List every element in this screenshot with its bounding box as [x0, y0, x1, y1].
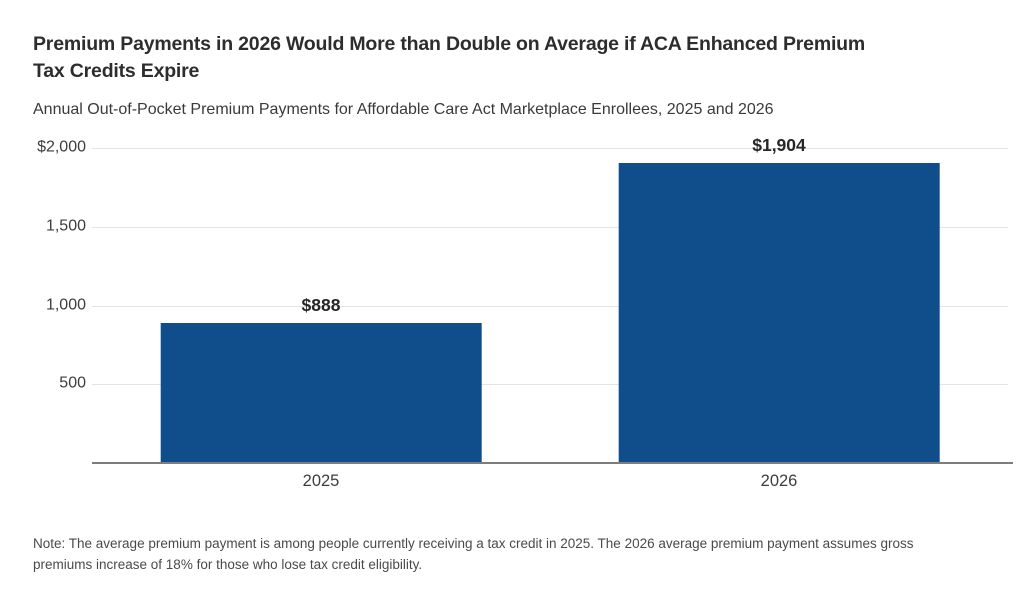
- chart-subtitle: Annual Out-of-Pocket Premium Payments fo…: [33, 101, 774, 118]
- x-axis-labels: 2025 2026: [92, 472, 1008, 491]
- x-axis-line: [92, 462, 1013, 464]
- bar-2026: [618, 163, 940, 463]
- bar-value-label-2025: $888: [301, 295, 341, 316]
- x-tick-label-2026: 2026: [760, 472, 798, 490]
- y-tick-label: 1,000: [45, 296, 86, 314]
- y-tick-label: 1,500: [45, 217, 86, 235]
- x-tick-label-2025: 2025: [302, 472, 340, 490]
- chart-note-line-1: Note: The average premium payment is amo…: [33, 536, 914, 551]
- chart-title-line-1: Premium Payments in 2026 Would More than…: [33, 33, 866, 55]
- chart-note: Note: The average premium payment is amo…: [33, 533, 913, 575]
- chart-title: Premium Payments in 2026 Would More than…: [33, 31, 865, 85]
- bar-value-label-2026: $1,904: [752, 135, 806, 156]
- gridline: [92, 305, 1008, 307]
- y-axis-labels: $2,000 1,500 1,000 500: [0, 139, 86, 463]
- gridline: [92, 384, 1008, 386]
- bar-slot-2025: $888: [92, 148, 550, 463]
- plot-area: $888 $1,904: [92, 135, 1008, 463]
- gridline: [92, 226, 1008, 228]
- chart-note-line-2: premiums increase of 18% for those who l…: [33, 557, 423, 572]
- y-tick-label: $2,000: [37, 138, 86, 156]
- chart-title-line-2: Tax Credits Expire: [33, 60, 200, 82]
- gridline: [92, 148, 1008, 149]
- bar-slot-2026: $1,904: [550, 135, 1008, 463]
- y-tick-label: 500: [59, 374, 86, 392]
- bar-2025: [160, 323, 482, 463]
